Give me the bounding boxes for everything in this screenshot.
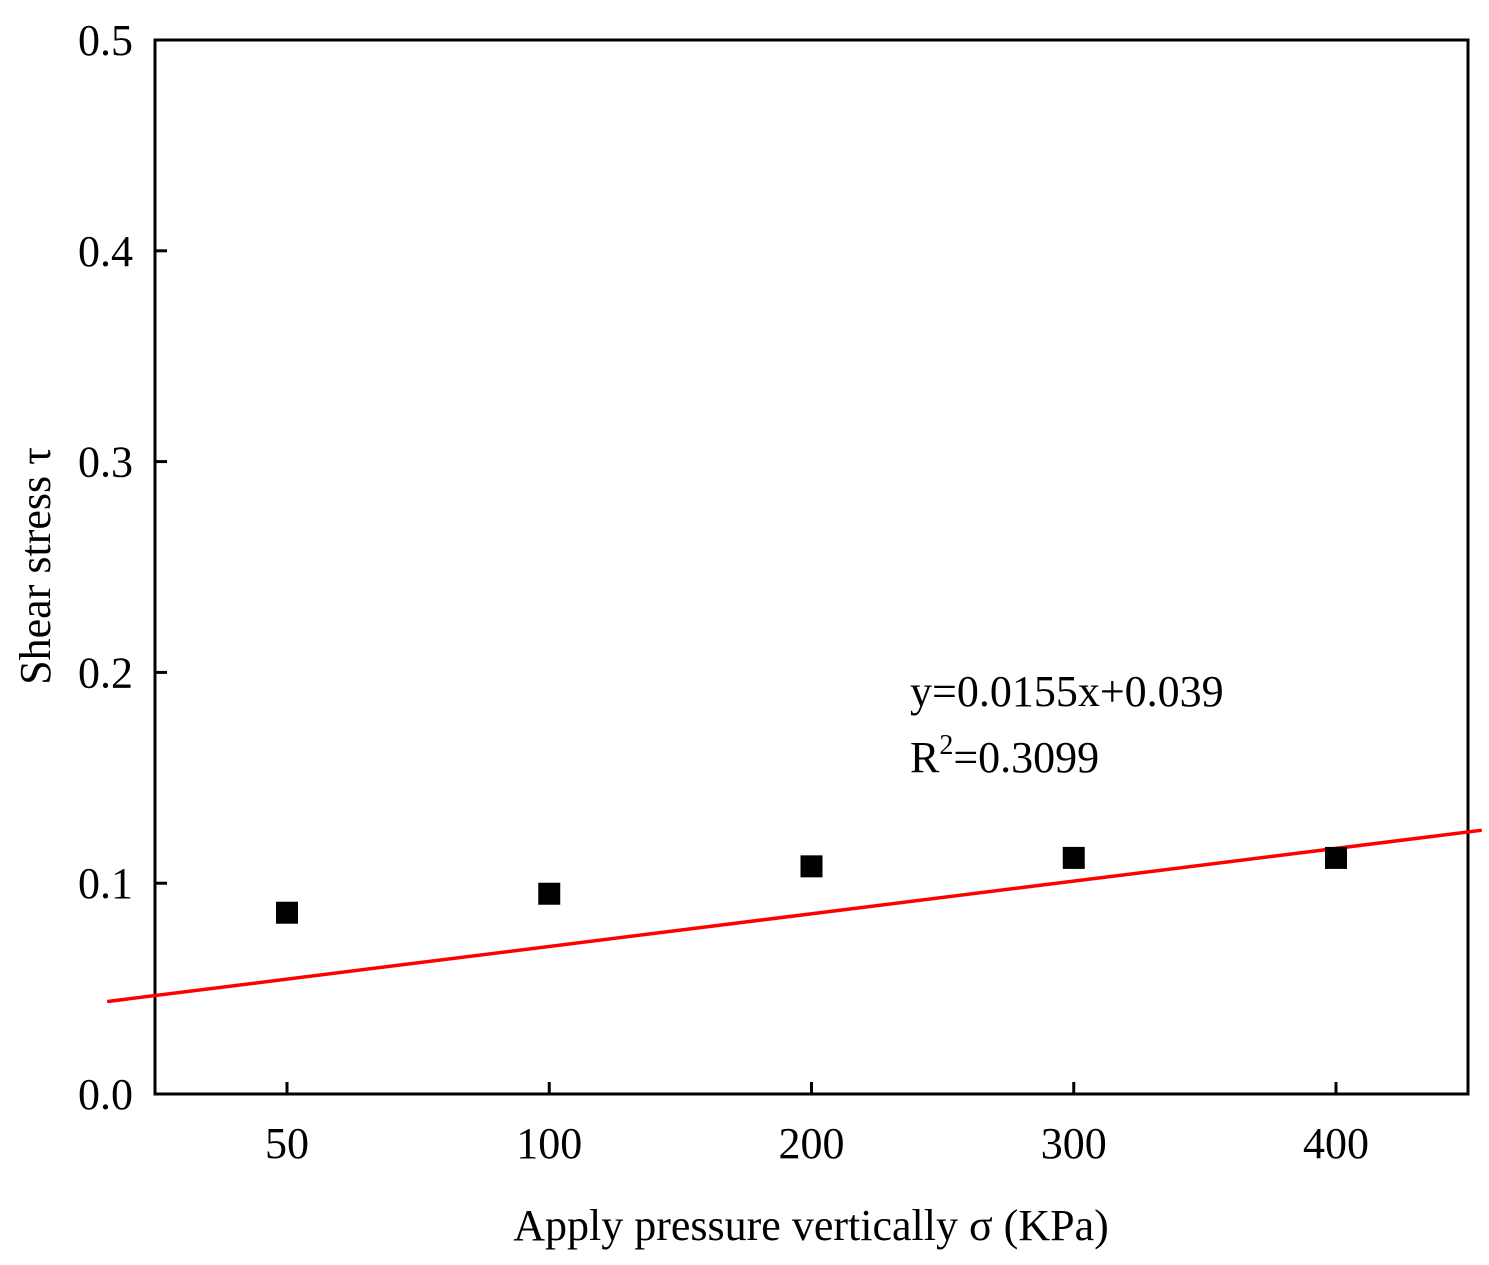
- y-tick-label: 0.1: [78, 859, 133, 908]
- data-point: [800, 855, 823, 878]
- x-axis-title: Apply pressure vertically σ (KPa): [513, 1201, 1109, 1250]
- data-points: [276, 846, 1347, 924]
- data-point: [538, 882, 561, 905]
- r-squared-value: =0.3099: [953, 733, 1099, 782]
- data-point: [276, 901, 298, 924]
- x-tick-label: 400: [1303, 1119, 1369, 1168]
- y-axis-title: Shear stress τ: [11, 447, 60, 685]
- data-point: [1062, 846, 1085, 869]
- r-squared-superscript: 2: [939, 730, 953, 761]
- plot-frame: [153, 38, 1470, 1096]
- y-tick-label: 0.2: [78, 648, 133, 697]
- r-squared-letter: R: [910, 733, 940, 782]
- x-axis-ticks: 50 100 200 300 400: [265, 1082, 1369, 1168]
- x-tick-label: 300: [1041, 1119, 1107, 1168]
- y-tick-label: 0.3: [78, 438, 133, 487]
- x-tick-label: 100: [516, 1119, 582, 1168]
- fit-equation: y=0.0155x+0.039: [910, 667, 1224, 716]
- fit-line: [106, 828, 1482, 1004]
- y-axis-ticks: 0.0 0.1 0.2 0.3 0.4 0.5: [78, 16, 167, 1119]
- fit-r-squared: R2=0.3099: [910, 730, 1099, 782]
- y-tick-label: 0.4: [78, 227, 133, 276]
- x-tick-label: 200: [779, 1119, 845, 1168]
- data-point: [1325, 846, 1347, 869]
- y-tick-label: 0.0: [78, 1070, 133, 1119]
- y-tick-label: 0.5: [78, 16, 133, 65]
- x-tick-label: 50: [265, 1119, 309, 1168]
